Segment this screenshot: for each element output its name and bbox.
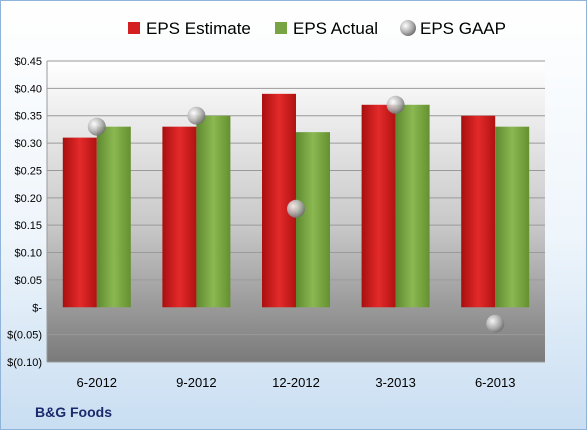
eps-actual-bar: [395, 104, 430, 308]
eps-gaap-point: [386, 95, 405, 114]
eps-estimate-bar: [361, 104, 396, 308]
x-axis: 6-2012 9-2012 12-2012 3-2013 6-2013: [77, 375, 516, 390]
eps-gaap-point: [486, 314, 505, 333]
y-tick-label: $0.15: [14, 220, 42, 232]
eps-estimate-bar: [461, 115, 496, 308]
y-tick-label: $0.20: [14, 193, 42, 205]
x-tick-label: 6-2012: [77, 375, 117, 390]
y-tick-label: $(0.05): [7, 330, 42, 342]
y-tick-label: $-: [32, 302, 42, 314]
y-tick-label: $0.35: [14, 111, 42, 123]
y-tick-label: $0.05: [14, 275, 42, 287]
eps-gaap-point: [187, 106, 206, 125]
y-axis: $0.45 $0.40 $0.35 $0.30 $0.25 $0.20 $0.15 $0.10…: [7, 56, 42, 369]
y-tick-label: $0.25: [14, 165, 42, 177]
eps-gaap-point: [87, 117, 106, 136]
company-label: B&G Foods: [35, 404, 112, 420]
legend-eps-actual-label: EPS Actual: [293, 19, 378, 38]
x-tick-label: 9-2012: [176, 375, 216, 390]
legend-eps-gaap-swatch: [400, 20, 416, 36]
eps-actual-bar: [296, 132, 330, 308]
eps-actual-bar: [196, 115, 231, 308]
y-tick-label: $0.30: [14, 138, 42, 150]
x-tick-label: 12-2012: [272, 375, 320, 390]
eps-estimate-bar: [162, 126, 197, 308]
eps-actual-bar: [96, 126, 131, 308]
legend-eps-gaap-label: EPS GAAP: [420, 19, 506, 38]
y-tick-label: $0.40: [14, 83, 42, 95]
bars: [62, 93, 530, 308]
legend-eps-estimate-swatch: [128, 22, 140, 34]
gaap-points: [87, 95, 505, 333]
legend: EPS Estimate EPS Actual EPS GAAP: [128, 19, 506, 38]
x-tick-label: 6-2013: [475, 375, 515, 390]
y-tick-label: $0.10: [14, 248, 42, 260]
legend-eps-actual-swatch: [275, 22, 287, 34]
y-tick-label: $(0.10): [7, 357, 42, 369]
legend-eps-estimate-label: EPS Estimate: [146, 19, 251, 38]
x-tick-label: 3-2013: [375, 375, 415, 390]
eps-estimate-bar: [262, 93, 296, 308]
y-tick-label: $0.45: [14, 56, 42, 68]
eps-estimate-bar: [62, 137, 97, 308]
eps-actual-bar: [495, 126, 530, 308]
eps-gaap-point: [287, 199, 305, 218]
